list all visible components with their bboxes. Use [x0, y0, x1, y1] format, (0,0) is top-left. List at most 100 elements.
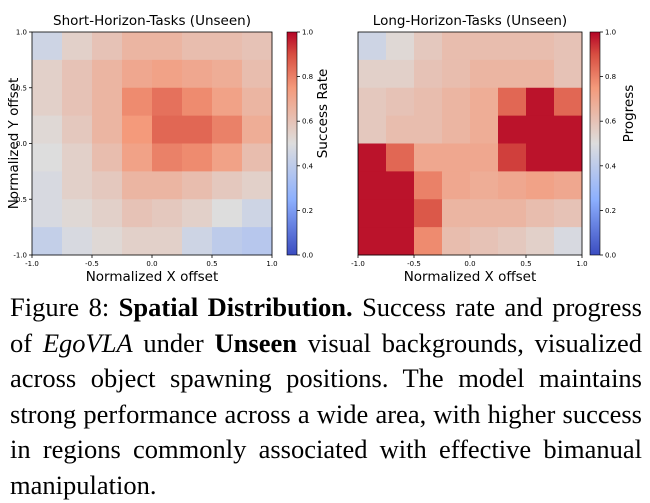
colorbar-tick-label: 0.8 — [302, 73, 313, 81]
heatmap-cell — [182, 171, 213, 200]
heatmap-cell — [442, 115, 471, 144]
heatmap-cell — [554, 87, 583, 117]
heatmap-cell — [386, 171, 415, 200]
heatmap-cell — [182, 227, 213, 256]
x-tick-label: 0.0 — [146, 260, 157, 268]
heatmap-cell — [32, 171, 63, 200]
heatmap-cell — [386, 143, 415, 172]
figure-caption: Figure 8: Spatial Distribution. Success … — [10, 290, 642, 503]
heatmap-cell — [122, 32, 153, 61]
heatmap-cell — [62, 59, 93, 89]
heatmap-cell — [442, 143, 471, 172]
heatmap-cell — [358, 227, 387, 256]
colorbar-tick-label: 0.6 — [605, 118, 617, 126]
heatmap-cell — [122, 143, 153, 172]
heatmap-cell — [386, 32, 415, 61]
heatmap-cell — [358, 32, 387, 61]
heatmap-cell — [498, 59, 527, 89]
heatmap-cell — [152, 87, 183, 117]
heatmap-cell — [122, 171, 153, 200]
heatmap-cell — [152, 32, 183, 61]
heatmap-cell — [212, 227, 243, 256]
x-tick-label: -0.5 — [85, 260, 99, 268]
heatmap-cell — [122, 227, 153, 256]
caption-text-2: under — [143, 327, 204, 358]
x-axis-label: Normalized X offset — [86, 269, 219, 285]
heatmap-cell — [554, 143, 583, 172]
heatmap-cell — [92, 32, 123, 61]
caption-bold-title: Spatial Distribution. — [118, 292, 353, 322]
heatmap-cell — [414, 87, 443, 117]
chart-title: Short-Horizon-Tasks (Unseen) — [53, 13, 251, 29]
heatmap-cells — [358, 32, 583, 256]
heatmap-cell — [152, 59, 183, 89]
y-axis-label: Normalized Y offset — [6, 78, 22, 210]
heatmap-cell — [122, 115, 153, 144]
heatmap-cell — [498, 115, 527, 144]
colorbar-tick-label: 1.0 — [302, 29, 313, 37]
heatmap-cell — [358, 199, 387, 228]
heatmap-cell — [182, 59, 213, 89]
heatmap-cell — [526, 227, 555, 256]
heatmap-cell — [212, 199, 243, 228]
heatmap-cell — [62, 171, 93, 200]
heatmap-cell — [554, 199, 583, 228]
heatmap-cell — [470, 32, 499, 61]
heatmap-cell — [32, 32, 63, 61]
heatmap-cell — [526, 171, 555, 200]
heatmap-cell — [414, 32, 443, 61]
heatmap-cell — [152, 227, 183, 256]
heatmap-cells — [32, 32, 273, 256]
heatmap-cell — [122, 199, 153, 228]
heatmap-cell — [442, 87, 471, 117]
heatmap-cell — [212, 115, 243, 144]
x-tick-label: 0.5 — [520, 260, 531, 268]
heatmap-cell — [212, 32, 243, 61]
heatmap-cell — [32, 227, 63, 256]
heatmap-cell — [152, 171, 183, 200]
heatmap-cell — [182, 32, 213, 61]
heatmap-cell — [212, 143, 243, 172]
heatmap-cell — [182, 143, 213, 172]
heatmap-cell — [242, 171, 273, 200]
colorbar-tick-label: 0.2 — [605, 207, 616, 215]
heatmap-cell — [152, 115, 183, 144]
heatmap-cell — [470, 171, 499, 200]
colorbar — [589, 31, 601, 256]
heatmap-cell — [32, 59, 63, 89]
heatmap-cell — [442, 59, 471, 89]
heatmap-cell — [122, 87, 153, 117]
heatmap-cell — [32, 115, 63, 144]
heatmap-cell — [32, 143, 63, 172]
colorbar-tick-label: 0.6 — [302, 118, 314, 126]
caption-text-1: Success rate and progress of — [10, 292, 642, 358]
x-tick-label: -0.5 — [407, 260, 421, 268]
heatmap-cell — [92, 199, 123, 228]
heatmap-cell — [470, 199, 499, 228]
colorbar-tick-label: 0.4 — [605, 162, 617, 170]
heatmap-cell — [92, 227, 123, 256]
x-tick-label: 1.0 — [266, 260, 277, 268]
heatmap-cell — [152, 199, 183, 228]
heatmap-cell — [554, 59, 583, 89]
heatmap-cell — [526, 115, 555, 144]
caption-text-3: visual backgrounds, visualized across ob… — [10, 327, 643, 500]
heatmap-cell — [212, 171, 243, 200]
heatmap-cell — [414, 115, 443, 144]
heatmap-cell — [442, 227, 471, 256]
heatmap-cell — [92, 87, 123, 117]
figure-panel: Short-Horizon-Tasks (Unseen) -1.0 -0.5 0.0 0… — [6, 13, 637, 285]
heatmap-cell — [414, 143, 443, 172]
heatmap-cell — [242, 143, 273, 172]
heatmap-cell — [470, 227, 499, 256]
heatmap-cell — [414, 171, 443, 200]
x-tick-label: -1.0 — [351, 260, 365, 268]
heatmap-cell — [152, 143, 183, 172]
caption-bold-word: Unseen — [214, 327, 297, 358]
heatmap-cell — [386, 227, 415, 256]
heatmap-cell — [92, 115, 123, 144]
heatmap-cell — [526, 59, 555, 89]
y-tick-label: 0.0 — [16, 140, 27, 148]
heatmap-cell — [442, 32, 471, 61]
heatmap-cell — [242, 199, 273, 228]
